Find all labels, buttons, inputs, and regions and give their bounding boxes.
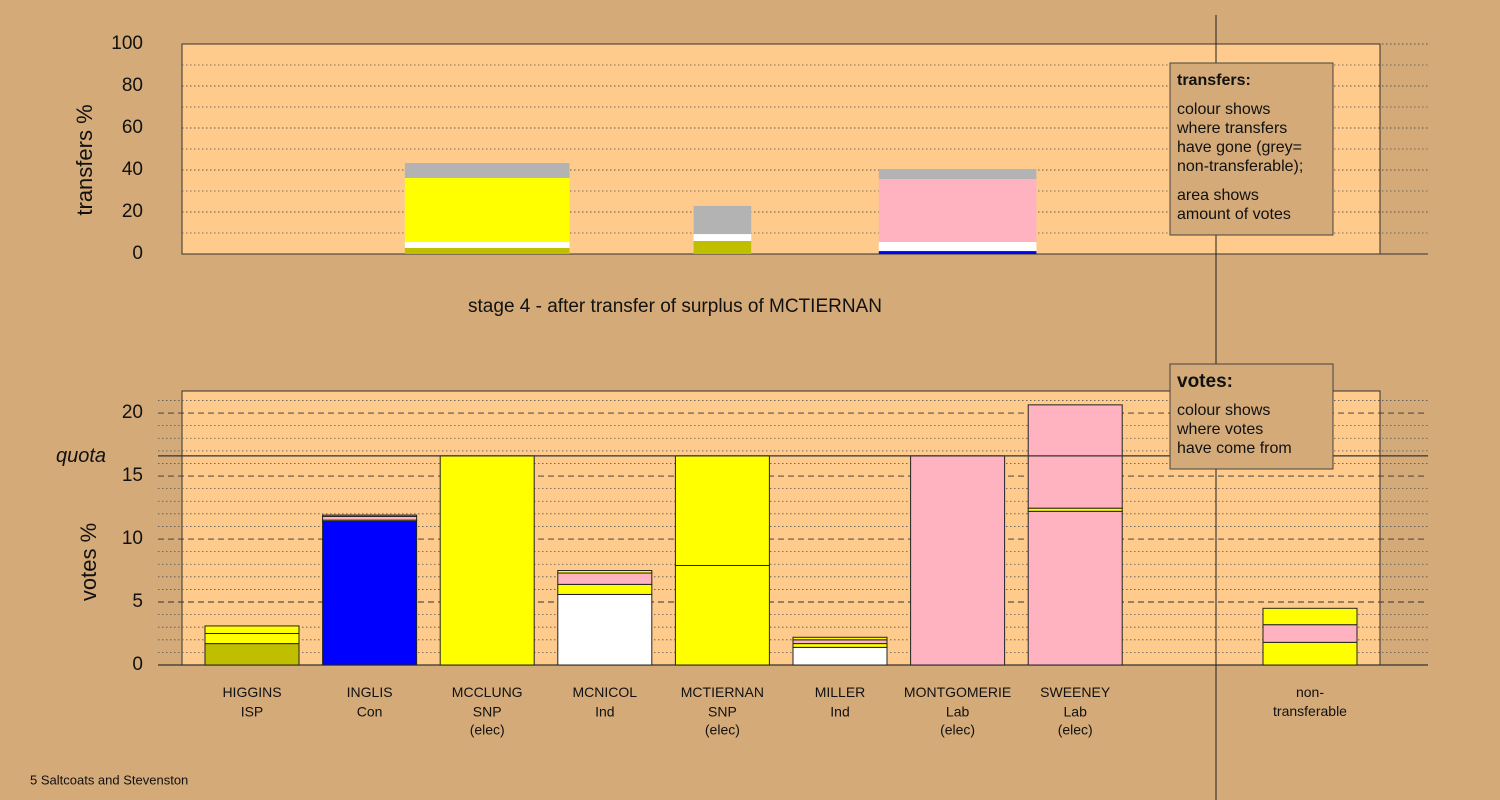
y-tick-label: 40 xyxy=(122,159,143,180)
x-tick-label-box: MCCLUNG xyxy=(451,684,523,700)
bar-segment xyxy=(878,179,1037,243)
bar-segment xyxy=(322,515,418,521)
bar-segment xyxy=(204,625,300,635)
bar-segment xyxy=(439,455,535,666)
bar-segment xyxy=(1027,510,1123,666)
bar-segment xyxy=(674,455,770,566)
quota-label: quota xyxy=(56,445,106,467)
note-text: have gone (grey= xyxy=(1177,139,1302,156)
bar-segment xyxy=(792,643,888,648)
party-label: Lab xyxy=(1064,704,1088,720)
x-tick-label: MCNICOL xyxy=(572,684,638,700)
bar-segment xyxy=(322,520,418,666)
bar-segment xyxy=(557,570,653,574)
y-tick-label: 0 xyxy=(132,654,143,675)
note-text: area shows xyxy=(1177,187,1259,204)
y-tick-label: 20 xyxy=(122,201,143,222)
note-text: amount of votes xyxy=(1177,206,1291,223)
note-text: non-transferable); xyxy=(1177,158,1303,175)
y-tick-label: 15 xyxy=(122,465,143,486)
bar-segment xyxy=(792,639,888,645)
y-axis-title: transfers % xyxy=(72,104,97,215)
bar-segment xyxy=(878,168,1037,180)
x-tick-label: MCCLUNG xyxy=(451,684,523,700)
bar-segment xyxy=(1262,641,1358,666)
status-label: (elec) xyxy=(705,722,740,738)
bar-segment xyxy=(878,242,1037,252)
bar-segment xyxy=(204,643,300,666)
party-label: ISP xyxy=(241,704,264,720)
note-title: transfers: xyxy=(1177,72,1251,89)
bar-segment xyxy=(1262,624,1358,643)
party-label: Ind xyxy=(595,704,614,720)
x-tick-label-box: MONTGOMERIE xyxy=(903,684,1012,700)
bar-segment xyxy=(910,455,1006,666)
party-label: Con xyxy=(357,704,383,720)
y-axis-title: votes % xyxy=(76,523,101,601)
note-text: colour shows xyxy=(1177,402,1270,419)
note-text: where votes xyxy=(1176,421,1263,438)
y-tick-label: 60 xyxy=(122,117,143,138)
bar-segment xyxy=(404,177,570,243)
bar-segment xyxy=(878,251,1037,254)
note-text: colour shows xyxy=(1177,101,1270,118)
bar-segment xyxy=(693,205,752,235)
y-tick-label: 0 xyxy=(132,243,143,264)
bar-segment xyxy=(404,242,570,248)
x-tick-label: MCTIERNAN xyxy=(680,684,764,700)
bar-segment xyxy=(693,234,752,241)
x-tick-label-box: non-transferable xyxy=(1273,684,1347,719)
y-tick-label: 20 xyxy=(122,402,143,423)
note-box xyxy=(1169,363,1334,470)
note-title: votes: xyxy=(1177,371,1233,392)
bar-segment xyxy=(1262,607,1358,626)
bar-segment xyxy=(674,564,770,666)
bar-segment xyxy=(693,240,752,254)
note-text: have come from xyxy=(1177,440,1292,457)
party-label: SNP xyxy=(473,704,502,720)
bar-segment xyxy=(404,163,570,178)
bar-segment xyxy=(792,646,888,666)
x-tick-label: MILLER xyxy=(814,684,866,700)
bar-segment xyxy=(1027,404,1123,509)
bar-segment xyxy=(557,593,653,666)
status-label: (elec) xyxy=(470,722,505,738)
bar-segment xyxy=(557,583,653,595)
x-tick-label-box: SWEENEY xyxy=(1040,684,1111,700)
x-tick-label: non-transferable xyxy=(1273,684,1347,719)
y-tick-label: 100 xyxy=(111,33,143,54)
party-label: SNP xyxy=(708,704,737,720)
x-tick-label: MONTGOMERIE xyxy=(903,684,1012,700)
footer: 5 Saltcoats and Stevenston xyxy=(30,772,188,787)
bar-segment xyxy=(557,572,653,585)
party-label: Lab xyxy=(946,704,970,720)
party-label: Ind xyxy=(830,704,849,720)
y-tick-label: 80 xyxy=(122,75,143,96)
status-label: (elec) xyxy=(1058,722,1093,738)
note-box xyxy=(1169,62,1334,236)
bar-segment xyxy=(204,633,300,645)
stage-caption: stage 4 - after transfer of surplus of M… xyxy=(468,296,882,317)
x-tick-label: SWEENEY xyxy=(1040,684,1111,700)
x-tick-label-box: MILLER xyxy=(814,684,866,700)
x-tick-label: INGLIS xyxy=(346,684,393,700)
y-tick-label: 10 xyxy=(122,528,143,549)
x-tick-label-box: HIGGINS xyxy=(222,684,282,700)
x-tick-label-box: INGLIS xyxy=(346,684,393,700)
bar-segment xyxy=(322,514,418,517)
bar-segment xyxy=(792,636,888,641)
x-tick-label-box: MCNICOL xyxy=(572,684,638,700)
note-text: where transfers xyxy=(1176,120,1287,137)
x-tick-label: HIGGINS xyxy=(222,684,282,700)
status-label: (elec) xyxy=(940,722,975,738)
x-tick-label-box: MCTIERNAN xyxy=(680,684,764,700)
y-tick-label: 5 xyxy=(132,591,143,612)
bar-segment xyxy=(404,247,570,254)
